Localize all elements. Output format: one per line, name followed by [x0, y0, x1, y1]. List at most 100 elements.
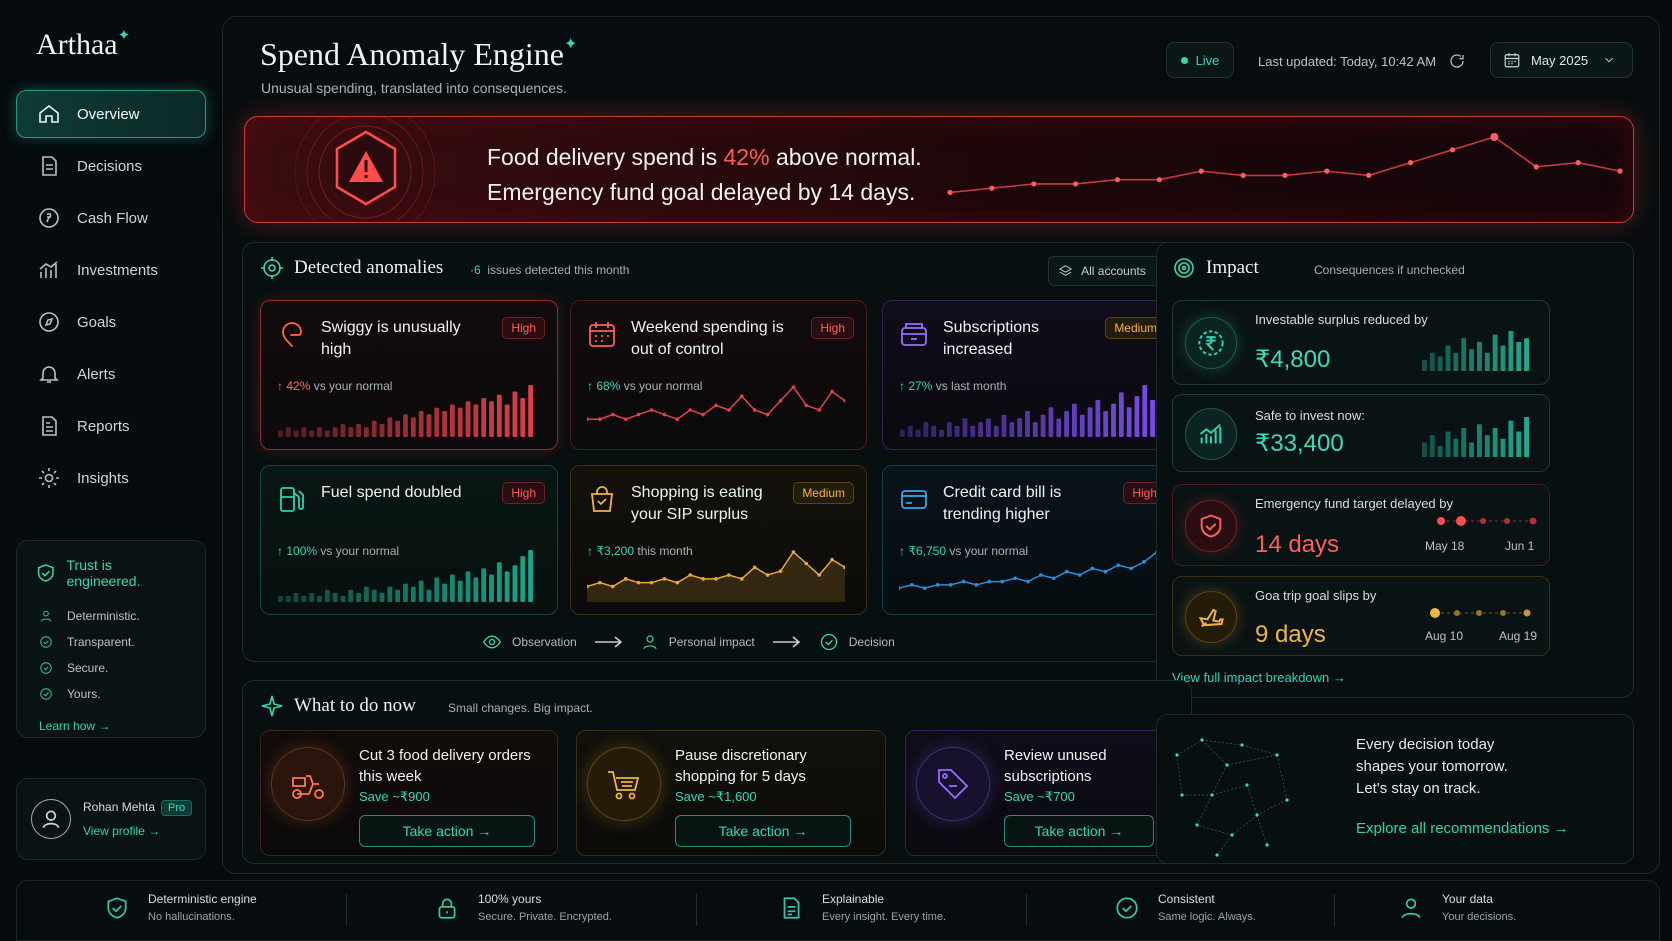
constellation-link — [1211, 784, 1248, 796]
constellation-star — [1245, 783, 1249, 787]
mini-bar — [1484, 352, 1490, 371]
avatar[interactable] — [31, 799, 71, 839]
timeline-start: May 18 — [1425, 539, 1465, 553]
anomaly-card-fuel[interactable]: Fuel spend doubled High ↑ 100% vs your n… — [260, 465, 558, 615]
take-action-button[interactable]: Take action → — [675, 815, 851, 847]
check-circle-icon — [40, 688, 52, 700]
chart-point — [817, 408, 821, 412]
profile-card[interactable]: Rohan Mehta Pro View profile → — [16, 778, 206, 860]
mini-bar — [1445, 431, 1451, 457]
chart-point — [765, 412, 770, 417]
subscription-box-icon — [901, 323, 927, 346]
chart-point — [1026, 579, 1030, 584]
chart-point — [752, 408, 757, 412]
chart-bar — [946, 422, 952, 437]
anomaly-card-credit-card[interactable]: Credit card bill is trending higher High… — [882, 465, 1179, 615]
chart-bar — [1079, 414, 1085, 437]
anomaly-stat: ↑ 42% vs your normal — [277, 379, 393, 393]
anomaly-stat: ↑ 100% vs your normal — [277, 544, 400, 558]
mini-bar — [1492, 334, 1498, 371]
mini-bar — [1429, 352, 1435, 371]
target-icon — [261, 257, 283, 279]
impact-card-surplus[interactable]: Investable surplus reduced by ₹4,800 — [1172, 300, 1550, 385]
chart-bar — [332, 592, 338, 602]
live-status-badge[interactable]: Live — [1166, 42, 1234, 78]
constellation-link — [1201, 739, 1243, 746]
scooter-icon — [292, 775, 324, 799]
chart-point — [817, 573, 821, 577]
sidebar-item-decisions[interactable]: Decisions — [16, 142, 206, 190]
chart-point — [765, 573, 770, 577]
chart-point — [974, 583, 979, 587]
chart-bar — [489, 574, 494, 602]
chart-bar — [970, 425, 976, 437]
calendar-icon — [1504, 53, 1520, 68]
chart-bar — [356, 424, 361, 437]
chart-bar — [293, 430, 299, 437]
trend-point — [1198, 168, 1204, 174]
chart-point — [1142, 560, 1146, 564]
sparkle-icon — [261, 695, 283, 717]
sidebar-item-investments[interactable]: Investments — [16, 246, 206, 294]
anomaly-card-weekend[interactable]: Weekend spending is out of control High … — [570, 300, 867, 450]
chart-bar — [978, 422, 983, 437]
impact-breakdown-link[interactable]: View full impact breakdown → — [1172, 670, 1346, 685]
chart-area — [587, 552, 845, 602]
anomaly-card-swiggy[interactable]: Swiggy is unusually high High ↑ 42% vs y… — [260, 300, 558, 450]
action-card-subscriptions[interactable]: Review unused subscriptions Save ~₹700 T… — [905, 730, 1179, 856]
impact-card-emergency-fund[interactable]: Emergency fund target delayed by 14 days… — [1172, 484, 1550, 566]
chart-bar — [465, 571, 471, 602]
sidebar-item-goals[interactable]: Goals — [16, 298, 206, 346]
impact-card-goa-trip[interactable]: Goa trip goal slips by 9 days Aug 10 Aug… — [1172, 576, 1550, 656]
sidebar-item-alerts[interactable]: Alerts — [16, 350, 206, 398]
anomaly-card-subscriptions[interactable]: Subscriptions increased Medium ↑ 27% vs … — [882, 300, 1179, 450]
month-selector[interactable]: May 2025 — [1490, 42, 1633, 78]
constellation-star — [1230, 833, 1234, 837]
chart-bar — [504, 404, 510, 437]
chart-bar — [309, 592, 315, 602]
chart-point — [727, 573, 731, 577]
chart-point — [662, 412, 667, 417]
arrow-right-icon — [594, 636, 622, 648]
footer-item: Consistent Same logic. Always. — [1114, 892, 1256, 923]
anomaly-card-shopping[interactable]: Shopping is eating your SIP surplus Medi… — [570, 465, 867, 615]
chart-bar — [1142, 385, 1148, 437]
action-card-food[interactable]: Cut 3 food delivery orders this week Sav… — [260, 730, 558, 856]
chart-point — [830, 389, 834, 394]
constellation-link — [1176, 739, 1203, 756]
sidebar-item-reports[interactable]: Reports — [16, 402, 206, 450]
chart-point — [1039, 573, 1043, 577]
bell-icon — [39, 366, 59, 383]
chart-bar — [1095, 399, 1101, 437]
chart-bar — [1150, 399, 1155, 437]
shopping-bag-icon — [590, 486, 614, 512]
view-profile-link[interactable]: View profile → — [83, 824, 161, 838]
constellation-star — [1240, 743, 1244, 747]
chart-point — [910, 583, 914, 587]
refresh-icon[interactable] — [1448, 52, 1466, 70]
brand-logo[interactable]: Arthaa✦ — [36, 28, 131, 61]
chart-bar — [293, 592, 299, 602]
take-action-button[interactable]: Take action → — [1004, 815, 1154, 847]
chart-bar — [496, 394, 502, 437]
chart-bar — [434, 407, 440, 437]
anomalies-title: Detected anomalies — [260, 256, 443, 280]
footer-item: Your data Your decisions. — [1398, 892, 1516, 923]
user-icon — [40, 610, 52, 622]
chart-bar — [496, 562, 502, 602]
target-icon — [1174, 258, 1194, 278]
constellation-link — [1216, 834, 1233, 856]
sidebar-item-cash-flow[interactable]: Cash Flow — [16, 194, 206, 242]
anomaly-alert-banner[interactable] — [244, 116, 1634, 223]
impact-card-safe-invest[interactable]: Safe to invest now: ₹33,400 — [1172, 394, 1550, 472]
report-icon — [42, 416, 57, 436]
sidebar-item-insights[interactable]: Insights — [16, 454, 206, 502]
action-card-shopping[interactable]: Pause discretionary shopping for 5 days … — [576, 730, 886, 856]
sidebar-item-overview[interactable]: Overview — [16, 90, 206, 138]
chart-bar — [923, 422, 929, 437]
learn-how-link[interactable]: Learn how → — [39, 719, 111, 733]
compass-icon — [39, 312, 59, 332]
explore-recommendations-link[interactable]: Explore all recommendations → — [1356, 820, 1569, 837]
chart-point — [714, 403, 718, 408]
take-action-button[interactable]: Take action → — [359, 815, 535, 847]
